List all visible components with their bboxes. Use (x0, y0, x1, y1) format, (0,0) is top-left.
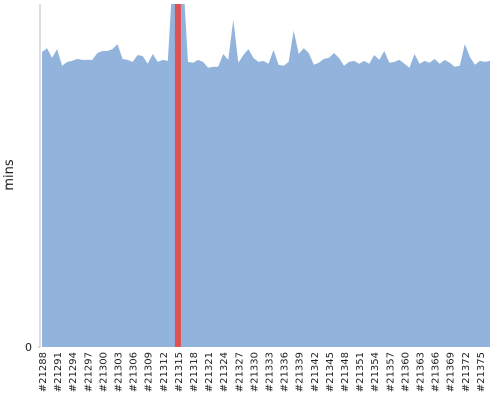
x-tick-label: #21366 (431, 352, 442, 392)
x-tick-label: #21294 (68, 352, 79, 392)
x-tick-label: #21372 (461, 352, 472, 392)
x-tick-label: #21330 (249, 352, 260, 392)
x-tick-label: #21309 (144, 352, 155, 392)
x-tick-label: #21288 (38, 352, 49, 392)
y-axis-label: mins (2, 159, 17, 191)
x-tick-label: #21348 (340, 352, 351, 392)
x-tick-label: #21363 (416, 352, 427, 392)
x-tick-label: #21375 (476, 352, 487, 392)
x-tick-label: #21333 (265, 352, 276, 392)
x-tick-label: #21345 (325, 352, 336, 392)
x-tick-label: #21291 (53, 352, 64, 392)
x-tick-label: #21357 (385, 352, 396, 392)
highlight-bar (174, 4, 181, 347)
x-tick-label: #21354 (370, 352, 381, 392)
x-tick-label: #21369 (446, 352, 457, 392)
area (42, 4, 490, 347)
x-tick-label: #21312 (159, 352, 170, 392)
x-tick-label: #21327 (234, 352, 245, 392)
x-tick-label: #21351 (355, 352, 366, 392)
x-tick-label: #21318 (189, 352, 200, 392)
y-tick-label: 0 (25, 341, 32, 354)
x-tick-label: #21336 (280, 352, 291, 392)
x-tick-label: #21339 (295, 352, 306, 392)
x-tick-label: #21300 (98, 352, 109, 392)
x-tick-label: #21321 (204, 352, 215, 392)
x-tick-label: #21360 (400, 352, 411, 392)
x-tick-label: #21297 (83, 352, 94, 392)
x-tick-label: #21306 (129, 352, 140, 392)
x-tick-label: #21342 (310, 352, 321, 392)
x-tick-label: #21324 (219, 352, 230, 392)
x-tick-label: #21303 (114, 352, 125, 392)
x-tick-label: #21315 (174, 352, 185, 392)
